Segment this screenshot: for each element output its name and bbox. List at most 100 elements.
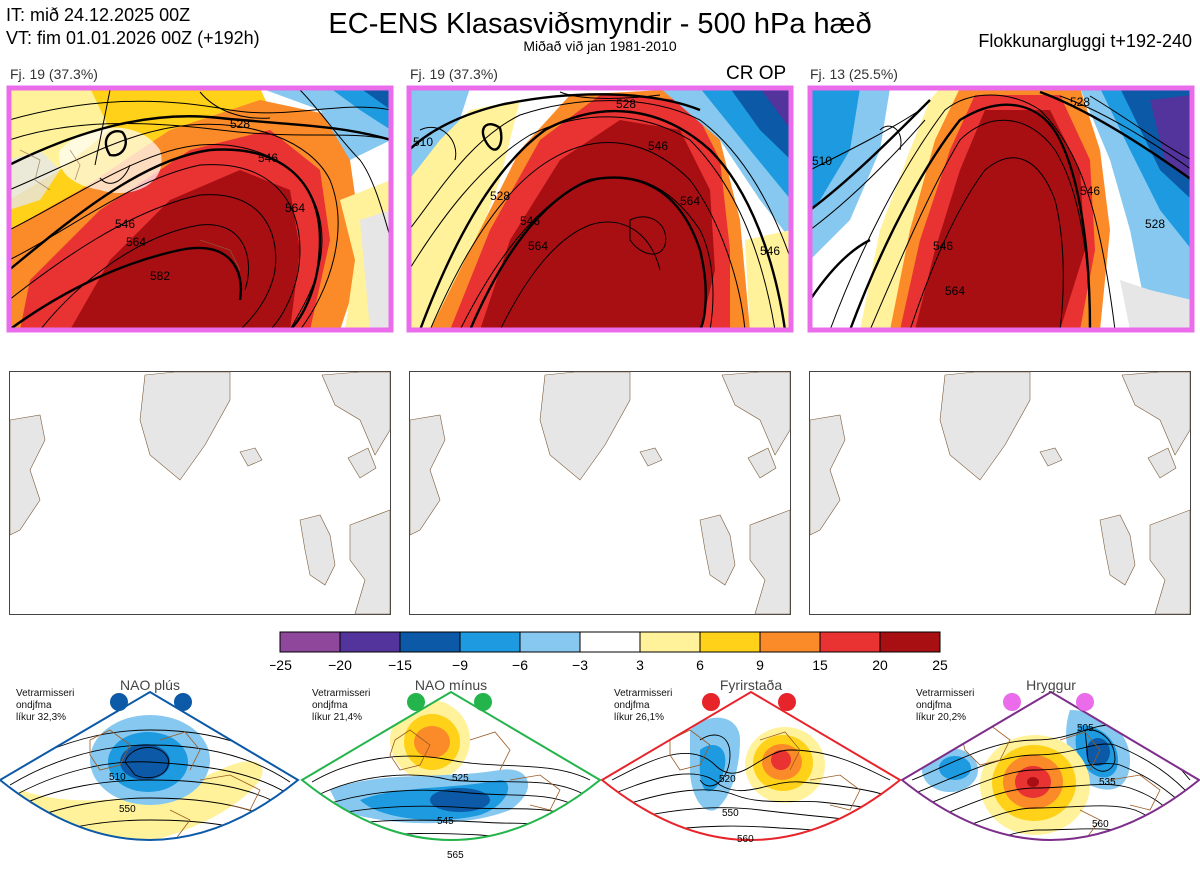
colorbar-cell	[879, 631, 941, 653]
colorbar-tick: 15	[812, 657, 828, 673]
colorbar-cell	[579, 631, 641, 653]
panel-1-contour-labels: 528 546 564 546 564 582	[115, 117, 305, 283]
contour-label: 528	[230, 117, 250, 131]
regime-4-dot-left	[1003, 693, 1021, 711]
contour-label: 565	[447, 850, 464, 861]
colorbar-tick: −6	[512, 657, 528, 673]
contour-label: 564	[528, 239, 548, 253]
contour-label: 535	[1099, 777, 1116, 788]
contour-label: 510	[109, 772, 126, 783]
regime-title-ridge: Hryggur	[1026, 677, 1076, 693]
regime-maps: 510 550 525 545 565	[0, 677, 1200, 861]
contour-label: 564	[285, 201, 305, 215]
empty-map-3	[809, 371, 1191, 615]
colorbar-tick: −25	[270, 657, 292, 673]
cluster-maps: 528 546 564 546 564 582	[6, 85, 1195, 333]
empty-maps	[9, 371, 1191, 615]
regime-4-info: Vetrarmisseri ondjfma líkur 20,2%	[916, 688, 975, 723]
regime-3-contour-labels: 520 550 560	[719, 774, 754, 845]
regime-title-nao-minus: NAO mínus	[415, 677, 487, 693]
regime-4-contour-labels: 505 535 560	[1077, 723, 1116, 830]
cr-op-badge: CR OP	[726, 63, 787, 84]
colorbar: −25 −20 −15 −9 −6 −3 3 6 9 15 20 25	[270, 631, 948, 673]
regime-2-dot-left	[407, 693, 425, 711]
regime-3-dot-left	[702, 693, 720, 711]
regime-1-frame	[0, 690, 300, 841]
regime-4-frame	[900, 690, 1200, 841]
contour-label: 546	[933, 239, 953, 253]
contour-label: 520	[719, 774, 736, 785]
regime-title-nao-plus: NAO plús	[120, 677, 180, 693]
regime-dots	[110, 693, 1094, 711]
cluster-map-2	[409, 88, 791, 330]
contour-label: 550	[119, 804, 136, 815]
regime-3-info: Vetrarmisseri ondjfma líkur 26,1%	[614, 688, 673, 723]
colorbar-cell	[279, 631, 341, 653]
regime-1-contour-labels: 510 550	[109, 772, 136, 815]
contour-label: 550	[722, 808, 739, 819]
colorbar-tick: 25	[932, 657, 948, 673]
panel-2-contour-labels: 528 546 564 528 564 546 510 546	[413, 97, 780, 258]
colorbar-tick: 3	[636, 657, 644, 673]
contour-label: 582	[150, 269, 170, 283]
regime-2-dot-right	[474, 693, 492, 711]
colorbar-cell	[639, 631, 701, 653]
panel-1-label: Fj. 19 (37.3%)	[10, 66, 98, 82]
panel-3-contour-labels: 528 546 564 546 528 510	[812, 95, 1165, 298]
colorbar-tick: −15	[388, 657, 412, 673]
regime-2-info: Vetrarmisseri ondjfma líkur 21,4%	[312, 688, 371, 723]
header-dates: IT: mið 24.12.2025 00Z VT: fim 01.01.202…	[6, 4, 260, 50]
contour-label: 546	[760, 244, 780, 258]
contour-label: 528	[616, 97, 636, 111]
contour-label: 545	[437, 816, 454, 827]
contour-label: 546	[1080, 184, 1100, 198]
panel-2-frame	[406, 85, 794, 333]
colorbar-tick: −9	[452, 657, 468, 673]
colorbar-tick: −20	[328, 657, 352, 673]
panel-2-label: Fj. 19 (37.3%)	[410, 66, 498, 82]
empty-map-2	[409, 371, 791, 615]
colorbar-tick: 6	[696, 657, 704, 673]
colorbar-tick: 9	[756, 657, 764, 673]
regime-1-info: Vetrarmisseri ondjfma líkur 32,3%	[16, 688, 75, 723]
regime-3-dot-right	[778, 693, 796, 711]
regime-titles: NAO plús NAO mínus Fyrirstaða Hryggur	[120, 677, 1076, 693]
contour-label: 528	[490, 189, 510, 203]
contour-label: 510	[812, 154, 832, 168]
regime-2-frame	[300, 690, 602, 841]
contour-label: 560	[737, 834, 754, 845]
contour-label: 564	[680, 194, 700, 208]
cluster-map-3	[810, 88, 1192, 330]
regime-3-frame	[600, 690, 902, 841]
colorbar-cell	[699, 631, 761, 653]
colorbar-cell	[399, 631, 461, 653]
colorbar-tick: 20	[872, 657, 888, 673]
colorbar-cell	[459, 631, 521, 653]
colorbar-tick: −3	[572, 657, 588, 673]
contour-label: 528	[1070, 95, 1090, 109]
regime-4-dot-right	[1076, 693, 1094, 711]
contour-label: 546	[520, 214, 540, 228]
contour-label: 564	[945, 284, 965, 298]
contour-label: 546	[648, 139, 668, 153]
empty-map-1	[9, 371, 391, 615]
contour-label: 505	[1077, 723, 1094, 734]
colorbar-cell	[519, 631, 581, 653]
classification-window: Flokkunargluggi t+192-240	[978, 31, 1192, 51]
regime-1-dot-left	[110, 693, 128, 711]
colorbar-ticks: −25 −20 −15 −9 −6 −3 3 6 9 15 20 25	[270, 657, 948, 673]
regime-title-blocking: Fyrirstaða	[720, 677, 782, 693]
contour-label: 525	[452, 773, 469, 784]
contour-label: 528	[1145, 217, 1165, 231]
contour-label: 546	[115, 217, 135, 231]
contour-label: 510	[413, 135, 433, 149]
valid-time: VT: fim 01.01.2026 00Z (+192h)	[6, 28, 260, 48]
page-title: EC-ENS Klasasviðsmyndir - 500 hPa hæð	[328, 8, 872, 40]
panel-3-frame	[807, 85, 1195, 333]
contour-label: 546	[258, 151, 278, 165]
page-subtitle: Miðað við jan 1981-2010	[523, 38, 677, 54]
colorbar-cell	[759, 631, 821, 653]
colorbar-cell	[819, 631, 881, 653]
cluster-map-1	[9, 88, 391, 330]
panel-3-label: Fj. 13 (25.5%)	[810, 66, 898, 82]
